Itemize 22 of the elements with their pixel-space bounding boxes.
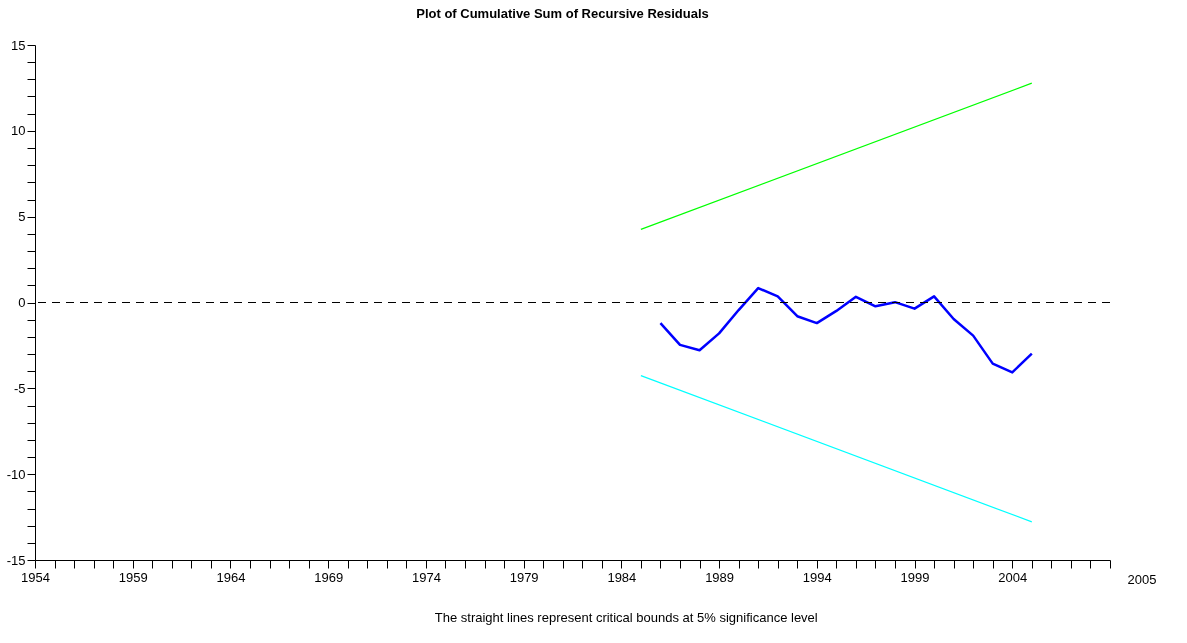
x-tick-label: 2004 <box>998 569 1028 585</box>
x-tick-label: 1954 <box>21 569 50 585</box>
x-tick-label: 1989 <box>705 569 735 585</box>
x-tick-label: 1999 <box>900 569 930 585</box>
line-series <box>659 286 1034 374</box>
x-tick-label: 1994 <box>802 569 832 585</box>
x-tick-label: 1969 <box>314 569 344 585</box>
y-tick-label: -5 <box>13 380 26 396</box>
x-tick-label: 1984 <box>607 569 637 585</box>
text: 2005 <box>1127 572 1157 587</box>
y-tick-label: 5 <box>18 209 26 225</box>
x-tick-label: 1979 <box>509 569 539 585</box>
text: The straight lines represent critical bounds at 5% significance level <box>434 610 818 625</box>
y-tick-label: -10 <box>6 466 26 482</box>
x-tick-label: 1959 <box>118 569 148 585</box>
y-tick-label: 10 <box>11 123 26 139</box>
x-tick-label: 1974 <box>411 569 441 585</box>
chart-title: Plot of Cumulative Sum of Recursive Residuals <box>416 6 709 21</box>
y-tick-label: 15 <box>11 37 26 53</box>
y-tick-label: 0 <box>18 295 26 310</box>
x-tick-label: 1964 <box>216 569 246 585</box>
y-tick-label: -15 <box>6 552 26 568</box>
